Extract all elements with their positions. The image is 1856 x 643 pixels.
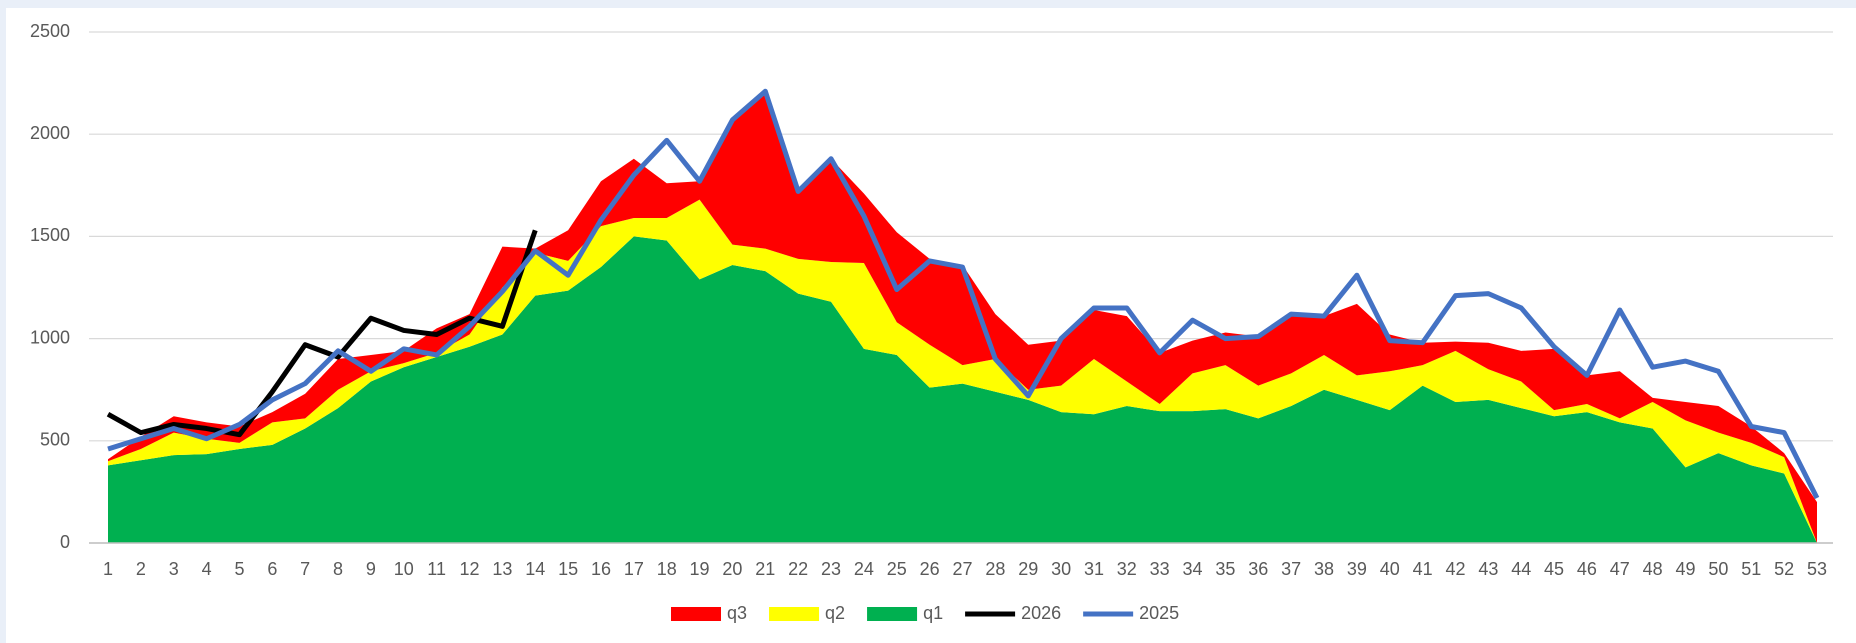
x-tick-label: 7 <box>300 559 310 579</box>
x-tick-label: 31 <box>1084 559 1104 579</box>
x-tick-label: 35 <box>1215 559 1235 579</box>
x-tick-label: 8 <box>333 559 343 579</box>
x-tick-label: 18 <box>657 559 677 579</box>
x-tick-label: 45 <box>1544 559 1564 579</box>
x-tick-label: 52 <box>1774 559 1794 579</box>
x-tick-label: 32 <box>1117 559 1137 579</box>
x-tick-label: 26 <box>920 559 940 579</box>
x-tick-label: 25 <box>887 559 907 579</box>
y-tick-label: 2000 <box>30 123 70 143</box>
y-tick-label: 500 <box>40 430 70 450</box>
x-tick-label: 44 <box>1511 559 1531 579</box>
x-tick-label: 16 <box>591 559 611 579</box>
x-tick-label: 42 <box>1445 559 1465 579</box>
y-tick-label: 2500 <box>30 21 70 41</box>
legend-swatch <box>671 607 721 621</box>
x-tick-label: 14 <box>525 559 545 579</box>
x-tick-label: 12 <box>460 559 480 579</box>
x-tick-label: 43 <box>1478 559 1498 579</box>
x-tick-label: 28 <box>985 559 1005 579</box>
x-tick-label: 53 <box>1807 559 1827 579</box>
x-tick-label: 33 <box>1150 559 1170 579</box>
x-tick-label: 49 <box>1676 559 1696 579</box>
x-tick-label: 34 <box>1183 559 1203 579</box>
x-tick-label: 38 <box>1314 559 1334 579</box>
area-q1 <box>108 236 1817 543</box>
x-tick-label: 21 <box>755 559 775 579</box>
x-tick-label: 29 <box>1018 559 1038 579</box>
x-tick-label: 46 <box>1577 559 1597 579</box>
legend-swatch <box>867 607 918 621</box>
x-tick-label: 17 <box>624 559 644 579</box>
x-tick-label: 3 <box>169 559 179 579</box>
x-tick-label: 11 <box>427 559 446 579</box>
legend-label: q1 <box>923 603 943 623</box>
x-tick-label: 47 <box>1610 559 1630 579</box>
x-tick-label: 15 <box>558 559 578 579</box>
x-tick-label: 51 <box>1741 559 1761 579</box>
legend-swatch <box>769 607 820 621</box>
line-2026 <box>106 229 538 438</box>
x-tick-label: 4 <box>202 559 212 579</box>
x-tick-label: 9 <box>366 559 376 579</box>
legend-label: q3 <box>727 603 747 623</box>
x-tick-label: 37 <box>1281 559 1301 579</box>
legend-label: 2025 <box>1139 603 1179 623</box>
x-tick-label: 36 <box>1248 559 1268 579</box>
x-tick-label: 23 <box>821 559 841 579</box>
x-tick-label: 1 <box>103 559 113 579</box>
x-tick-label: 50 <box>1708 559 1728 579</box>
y-tick-label: 0 <box>60 532 70 552</box>
x-tick-label: 24 <box>854 559 874 579</box>
line-2025 <box>107 88 1820 500</box>
x-tick-label: 41 <box>1413 559 1433 579</box>
legend-label: 2026 <box>1021 603 1061 623</box>
x-tick-label: 40 <box>1380 559 1400 579</box>
legend-label: q2 <box>825 603 845 623</box>
x-tick-label: 20 <box>722 559 742 579</box>
x-tick-label: 5 <box>234 559 244 579</box>
x-tick-label: 30 <box>1051 559 1071 579</box>
x-tick-label: 22 <box>788 559 808 579</box>
area-q2 <box>108 199 1817 543</box>
x-tick-label: 39 <box>1347 559 1367 579</box>
x-tick-label: 13 <box>492 559 512 579</box>
x-tick-label: 19 <box>690 559 710 579</box>
x-tick-label: 48 <box>1643 559 1663 579</box>
x-tick-label: 27 <box>952 559 972 579</box>
area-q3 <box>108 93 1817 543</box>
x-tick-label: 6 <box>267 559 277 579</box>
y-tick-label: 1000 <box>30 327 70 347</box>
y-tick-label: 1500 <box>30 225 70 245</box>
x-tick-label: 2 <box>136 559 146 579</box>
x-tick-label: 10 <box>394 559 414 579</box>
